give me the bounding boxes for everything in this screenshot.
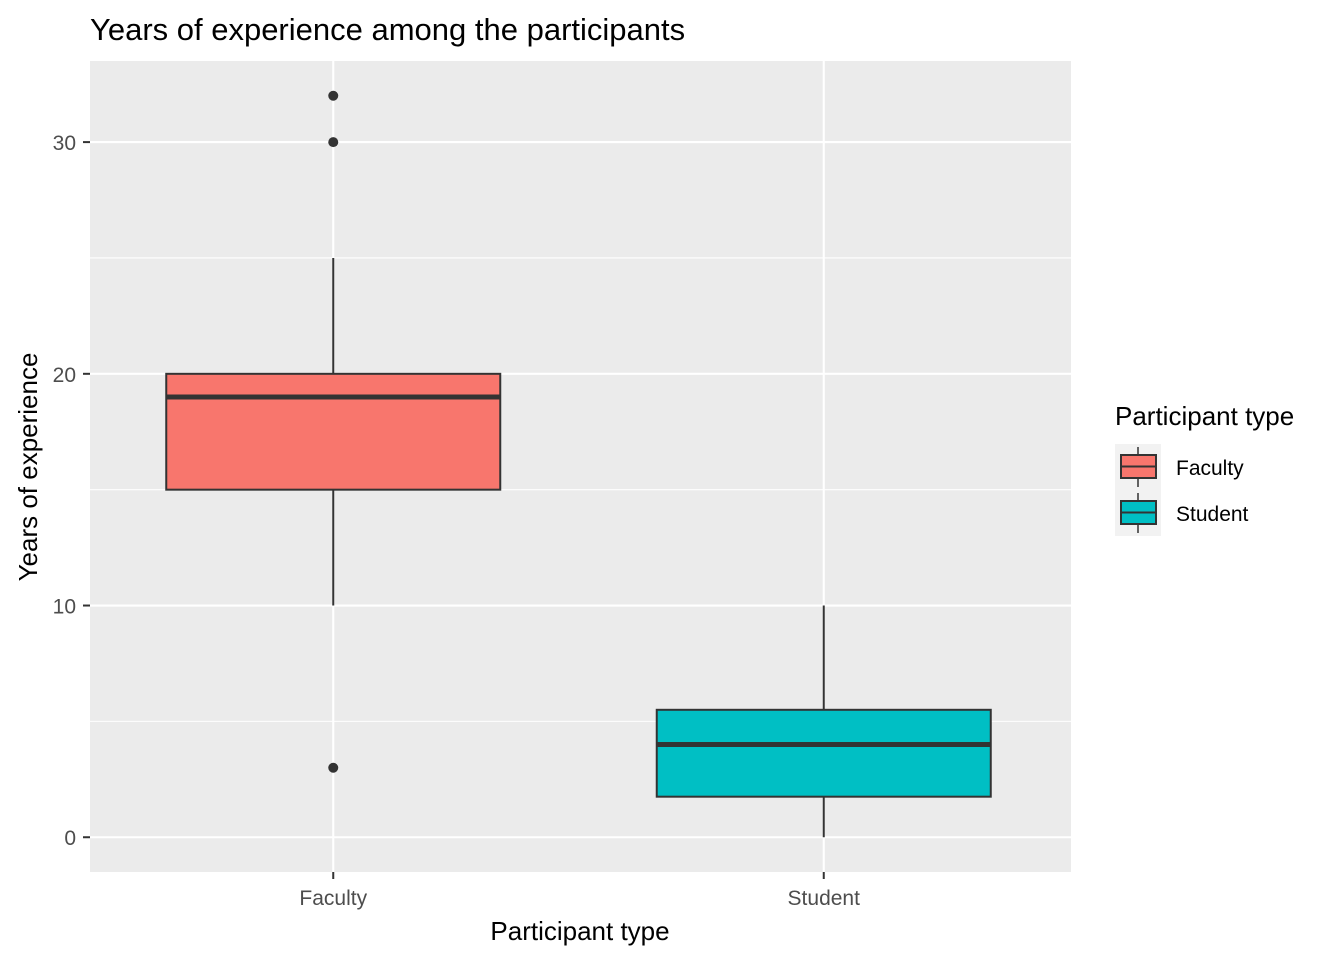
box-series [165, 90, 992, 838]
y-tick-label: 20 [53, 364, 76, 387]
box-faculty [165, 90, 502, 773]
legend-entry-student: Student [1120, 493, 1249, 533]
grid-lines [90, 61, 1071, 872]
box-body [165, 372, 502, 491]
x-axis-title: Participant type [490, 916, 669, 946]
outlier-point [328, 137, 339, 148]
x-tick-label: Faculty [299, 887, 367, 910]
legend-label: Faculty [1176, 457, 1244, 480]
chart-title: Years of experience among the participan… [90, 12, 685, 47]
box-student [655, 605, 992, 838]
box-body [655, 708, 992, 798]
outlier-point [328, 762, 339, 773]
legend: Participant type Faculty Student [1115, 401, 1294, 536]
legend-label: Student [1176, 503, 1249, 526]
y-axis-title: Years of experience [13, 353, 43, 582]
y-tick-label: 30 [53, 132, 76, 155]
y-tick-label: 0 [64, 827, 76, 850]
legend-title: Participant type [1115, 401, 1294, 431]
y-tick-label: 10 [53, 596, 76, 619]
axis-ticks: 0 10 20 30 Faculty Student [53, 132, 860, 910]
x-tick-label: Student [788, 887, 861, 910]
legend-entry-faculty: Faculty [1120, 447, 1244, 487]
outlier-point [328, 90, 339, 101]
